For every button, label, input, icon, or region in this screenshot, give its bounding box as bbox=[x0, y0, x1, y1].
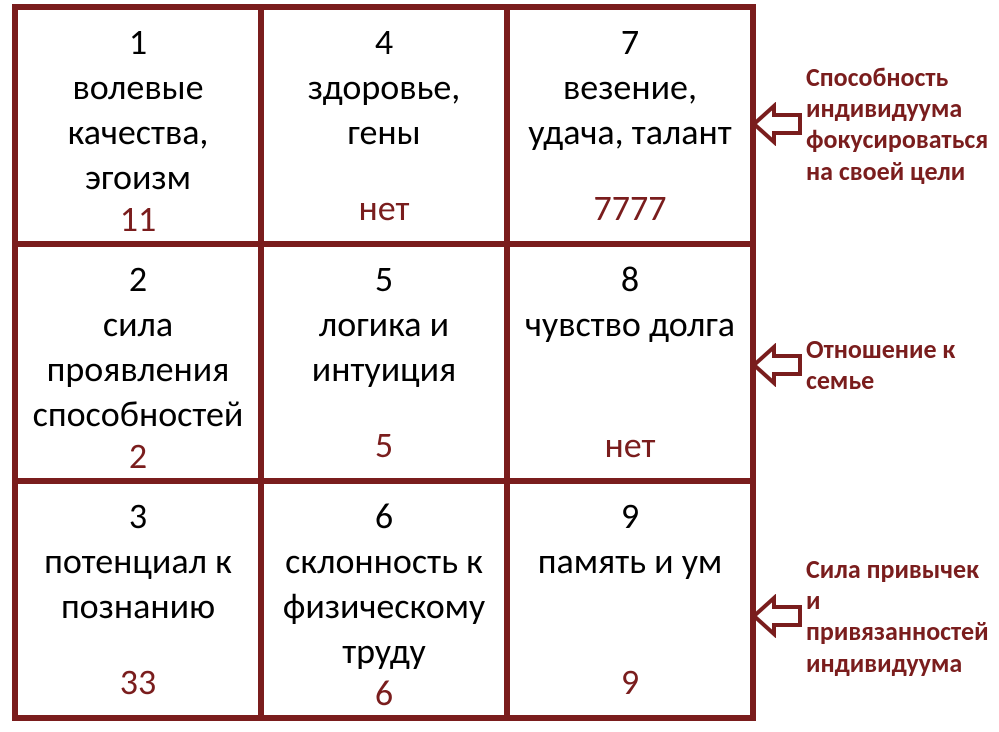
cell-value: 5 bbox=[375, 426, 393, 466]
cell-value: нет bbox=[605, 426, 656, 466]
cell-number: 5 bbox=[375, 257, 393, 302]
cell-label: потенциал к познанию bbox=[22, 539, 254, 629]
cell-number: 4 bbox=[375, 20, 393, 65]
cell-8: 8 чувство долга нет bbox=[507, 244, 753, 481]
annotation-row-3: Сила привычек и привязанностей индивидуу… bbox=[752, 554, 996, 679]
cell-value: 7777 bbox=[594, 189, 667, 229]
cell-1: 1 волевые качества, эгоизм 11 bbox=[15, 7, 261, 244]
cell-top: 2 сила проявления способностей bbox=[22, 257, 254, 437]
cell-top: 1 волевые качества, эгоизм bbox=[22, 20, 254, 200]
annotation-row-1: Способность индивидуума фокусироваться н… bbox=[752, 62, 996, 187]
annotation-text: Способность индивидуума фокусироваться н… bbox=[806, 62, 996, 187]
row-annotations: Способность индивидуума фокусироваться н… bbox=[756, 4, 996, 721]
cell-number: 7 bbox=[621, 20, 639, 65]
cell-value: 11 bbox=[120, 200, 157, 240]
cell-label: логика и интуиция bbox=[268, 302, 500, 392]
cell-label: память и ум bbox=[538, 539, 722, 584]
cell-number: 8 bbox=[621, 257, 639, 302]
annotation-row-2: Отношение к семье bbox=[752, 334, 996, 396]
cell-top: 3 потенциал к познанию bbox=[22, 494, 254, 629]
arrow-left-icon bbox=[752, 343, 802, 387]
cell-top: 9 память и ум bbox=[538, 494, 722, 584]
cell-value: 6 bbox=[375, 674, 393, 714]
numerology-grid-container: 1 волевые качества, эгоизм 11 4 здоровье… bbox=[12, 4, 996, 721]
cell-4: 4 здоровье, гены нет bbox=[261, 7, 507, 244]
numerology-grid: 1 волевые качества, эгоизм 11 4 здоровье… bbox=[12, 4, 756, 721]
cell-label: чувство долга bbox=[525, 302, 735, 347]
cell-value: 33 bbox=[120, 663, 157, 703]
cell-number: 2 bbox=[129, 257, 147, 302]
cell-value: 9 bbox=[621, 663, 639, 703]
cell-label: сила проявления способностей bbox=[22, 302, 254, 437]
cell-label: здоровье, гены bbox=[268, 65, 500, 155]
cell-7: 7 везение, удача, талант 7777 bbox=[507, 7, 753, 244]
cell-label: волевые качества, эгоизм bbox=[22, 65, 254, 200]
cell-2: 2 сила проявления способностей 2 bbox=[15, 244, 261, 481]
cell-3: 3 потенциал к познанию 33 bbox=[15, 481, 261, 718]
arrow-left-icon bbox=[752, 102, 802, 146]
cell-value: нет bbox=[359, 189, 410, 229]
cell-top: 4 здоровье, гены bbox=[268, 20, 500, 155]
cell-5: 5 логика и интуиция 5 bbox=[261, 244, 507, 481]
annotation-text: Сила привычек и привязанностей индивидуу… bbox=[806, 554, 996, 679]
cell-number: 6 bbox=[375, 494, 393, 539]
cell-number: 9 bbox=[621, 494, 639, 539]
cell-top: 7 везение, удача, талант bbox=[514, 20, 746, 155]
cell-number: 3 bbox=[129, 494, 147, 539]
cell-top: 5 логика и интуиция bbox=[268, 257, 500, 392]
cell-top: 8 чувство долга bbox=[525, 257, 735, 347]
cell-label: везение, удача, талант bbox=[514, 65, 746, 155]
cell-9: 9 память и ум 9 bbox=[507, 481, 753, 718]
cell-value: 2 bbox=[129, 437, 147, 477]
cell-label: склонность к физическому труду bbox=[268, 539, 500, 674]
cell-top: 6 склонность к физическому труду bbox=[268, 494, 500, 674]
arrow-left-icon bbox=[752, 594, 802, 638]
cell-6: 6 склонность к физическому труду 6 bbox=[261, 481, 507, 718]
annotation-text: Отношение к семье bbox=[806, 334, 996, 396]
cell-number: 1 bbox=[129, 20, 147, 65]
